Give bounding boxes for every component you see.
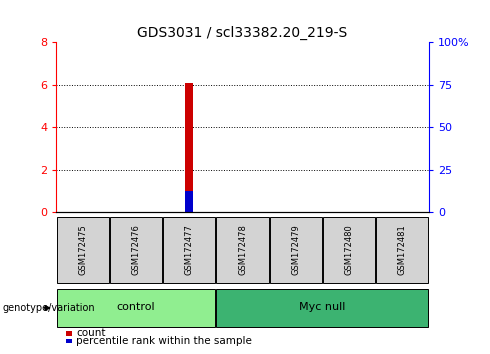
Text: control: control [117,302,155,312]
Bar [66,339,72,343]
FancyBboxPatch shape [110,217,162,282]
FancyBboxPatch shape [323,217,375,282]
FancyBboxPatch shape [163,217,216,282]
FancyBboxPatch shape [217,217,269,282]
Text: GSM172477: GSM172477 [185,224,194,275]
Text: GSM172476: GSM172476 [132,224,141,275]
Text: GSM172481: GSM172481 [398,224,407,275]
FancyBboxPatch shape [270,217,322,282]
Text: GSM172479: GSM172479 [291,224,300,275]
Bar [185,83,194,212]
FancyBboxPatch shape [217,289,428,327]
Text: count: count [76,329,105,338]
Text: GSM172478: GSM172478 [238,224,247,275]
FancyBboxPatch shape [57,217,109,282]
Text: GSM172480: GSM172480 [344,224,353,275]
Title: GDS3031 / scl33382.20_219-S: GDS3031 / scl33382.20_219-S [137,26,348,40]
FancyBboxPatch shape [57,289,216,327]
Text: genotype/variation: genotype/variation [2,303,95,313]
Text: Myc null: Myc null [299,302,345,312]
Bar [185,191,194,212]
Text: GSM172475: GSM172475 [78,224,87,275]
Text: percentile rank within the sample: percentile rank within the sample [76,336,252,346]
Bar [66,331,72,336]
FancyBboxPatch shape [376,217,428,282]
